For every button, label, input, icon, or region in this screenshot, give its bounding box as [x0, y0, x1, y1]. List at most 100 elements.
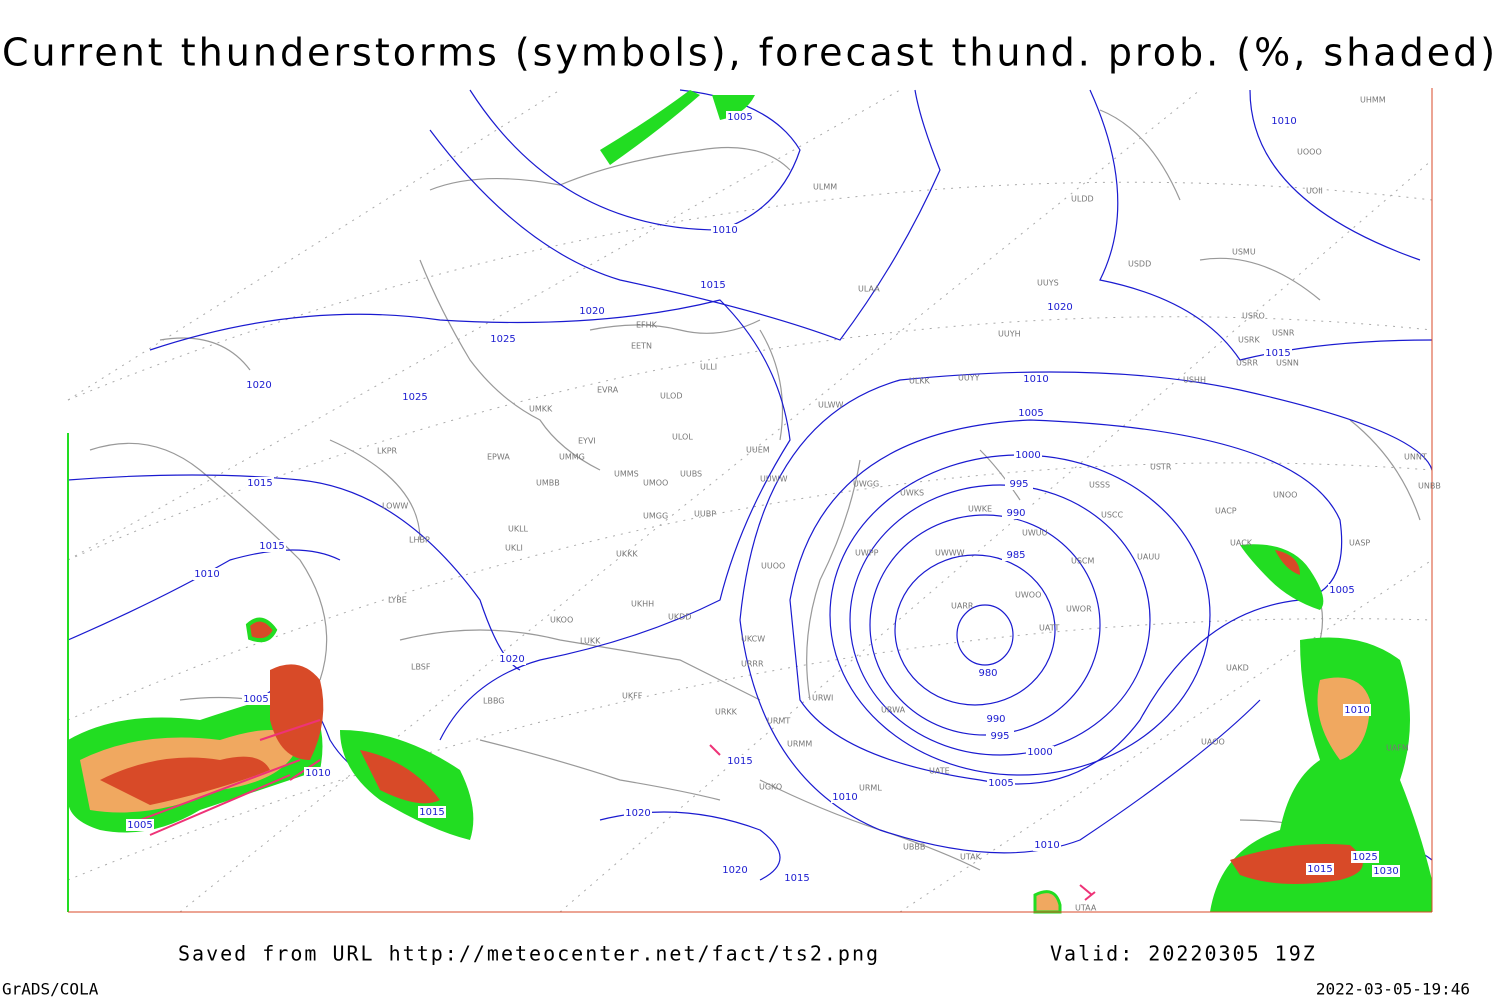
isobar-label: 990	[986, 714, 1005, 725]
station-code: UWOO	[1015, 591, 1041, 600]
isobar	[849, 484, 1151, 756]
station-code: UACP	[1215, 507, 1237, 516]
isobar-label-bg	[987, 777, 1015, 789]
isobar-label: 1000	[1015, 450, 1040, 461]
isobar-label-bg	[193, 568, 221, 580]
isobar-label: 1010	[1344, 705, 1369, 716]
station-code: ULOD	[660, 392, 682, 401]
isobar	[469, 89, 801, 231]
station-code: UKLL	[508, 525, 529, 534]
isobar-label-bg	[982, 713, 1010, 725]
station-code: URKK	[715, 708, 738, 717]
prob-area	[270, 664, 324, 760]
station-code: UUWW	[760, 475, 788, 484]
isobar	[429, 89, 941, 341]
station-code: URMM	[787, 740, 812, 749]
isobar-label-bg	[711, 224, 739, 236]
station-code: ULMM	[813, 183, 837, 192]
isobar-label-bg	[1005, 478, 1033, 490]
station-code: UKKK	[616, 550, 638, 559]
prob-area	[245, 617, 278, 643]
isobar-label: 1015	[419, 807, 444, 818]
station-code: UKOO	[550, 616, 573, 625]
software: GrADS/COLA	[2, 980, 99, 999]
isobar-label: 1005	[1329, 585, 1354, 596]
isobar	[956, 604, 1014, 666]
isobar-label: 1025	[1352, 852, 1377, 863]
station-code: USNN	[1276, 359, 1299, 368]
station-code: UHMM	[1360, 96, 1386, 105]
isobar-label-bg	[258, 540, 286, 552]
prob-area	[1240, 544, 1324, 610]
isobar-label: 1010	[1034, 840, 1059, 851]
station-code: UAUU	[1137, 553, 1160, 562]
station-code: UKLI	[505, 544, 523, 553]
isobar-label: 1025	[490, 334, 515, 345]
station-code: UUYH	[998, 330, 1021, 339]
station-code: LUKK	[580, 637, 601, 646]
station-code: LOWW	[382, 502, 408, 511]
station-code: UMBB	[536, 479, 560, 488]
station-code: UWUU	[1022, 529, 1048, 538]
station-code: USRK	[1238, 336, 1260, 345]
station-code: UAFM	[1386, 744, 1409, 753]
station-code: UATT	[1039, 624, 1059, 633]
isobar	[739, 371, 1433, 854]
isobar-label-bg	[304, 767, 332, 779]
prob-area	[1033, 890, 1062, 914]
station-code: UMOO	[643, 479, 668, 488]
station-code: LHBP	[409, 536, 430, 545]
isobar-label: 1005	[127, 820, 152, 831]
station-code: USCM	[1071, 557, 1095, 566]
station-code: LBSF	[411, 663, 431, 672]
isobar	[869, 514, 1101, 736]
station-code: ULOL	[672, 433, 693, 442]
station-code: UNBB	[1418, 482, 1441, 491]
source-url: Saved from URL http://meteocenter.net/fa…	[178, 942, 880, 966]
prob-area	[1210, 637, 1432, 912]
station-code: LKPR	[377, 447, 398, 456]
isobar-label: 1015	[1265, 348, 1290, 359]
isobar-label-bg	[974, 667, 1002, 679]
station-code: UMGG	[643, 512, 668, 521]
station-code: UTAA	[1075, 904, 1097, 913]
isobar-label: 1015	[1307, 864, 1332, 875]
isobar-label: 1020	[579, 306, 604, 317]
station-code: UMMS	[614, 470, 639, 479]
station-code: UNNT	[1404, 453, 1427, 462]
isobar-label: 1010	[1023, 374, 1048, 385]
station-code: LBBG	[483, 697, 505, 706]
isobar-label: 1010	[305, 768, 330, 779]
isobar-label: 1015	[784, 873, 809, 884]
station-code: EYVI	[578, 437, 596, 446]
isobar-label-bg	[783, 872, 811, 884]
station-code: UMMG	[559, 453, 585, 462]
isobar-label-bg	[1002, 549, 1030, 561]
prob-area	[600, 90, 755, 165]
station-code: ULDD	[1071, 195, 1094, 204]
station-code: UATE	[929, 767, 950, 776]
isobar-label: 1020	[1047, 302, 1072, 313]
station-code: UUBS	[680, 470, 702, 479]
isobar-label: 1005	[988, 778, 1013, 789]
station-code: UKHH	[631, 600, 654, 609]
isobar-label: 1005	[1018, 408, 1043, 419]
station-code: UUYS	[1037, 279, 1059, 288]
isobar-label-bg	[1351, 851, 1379, 863]
station-code: UOII	[1306, 187, 1323, 196]
isobar-label-bg	[624, 807, 652, 819]
station-code: USTR	[1150, 463, 1172, 472]
isobar-label: 1015	[700, 280, 725, 291]
station-code: URWA	[881, 706, 906, 715]
timestamp: 2022-03-05-19:46	[1316, 980, 1470, 999]
isobar-label-bg	[1270, 115, 1298, 127]
isobar-label-bg	[1328, 584, 1356, 596]
station-code: UWWW	[935, 549, 965, 558]
isobar-label: 995	[990, 731, 1009, 742]
isobar-label: 1000	[1027, 747, 1052, 758]
isobar-label: 1010	[1271, 116, 1296, 127]
isobar-label: 1005	[243, 694, 268, 705]
isobar-label-bg	[1033, 839, 1061, 851]
